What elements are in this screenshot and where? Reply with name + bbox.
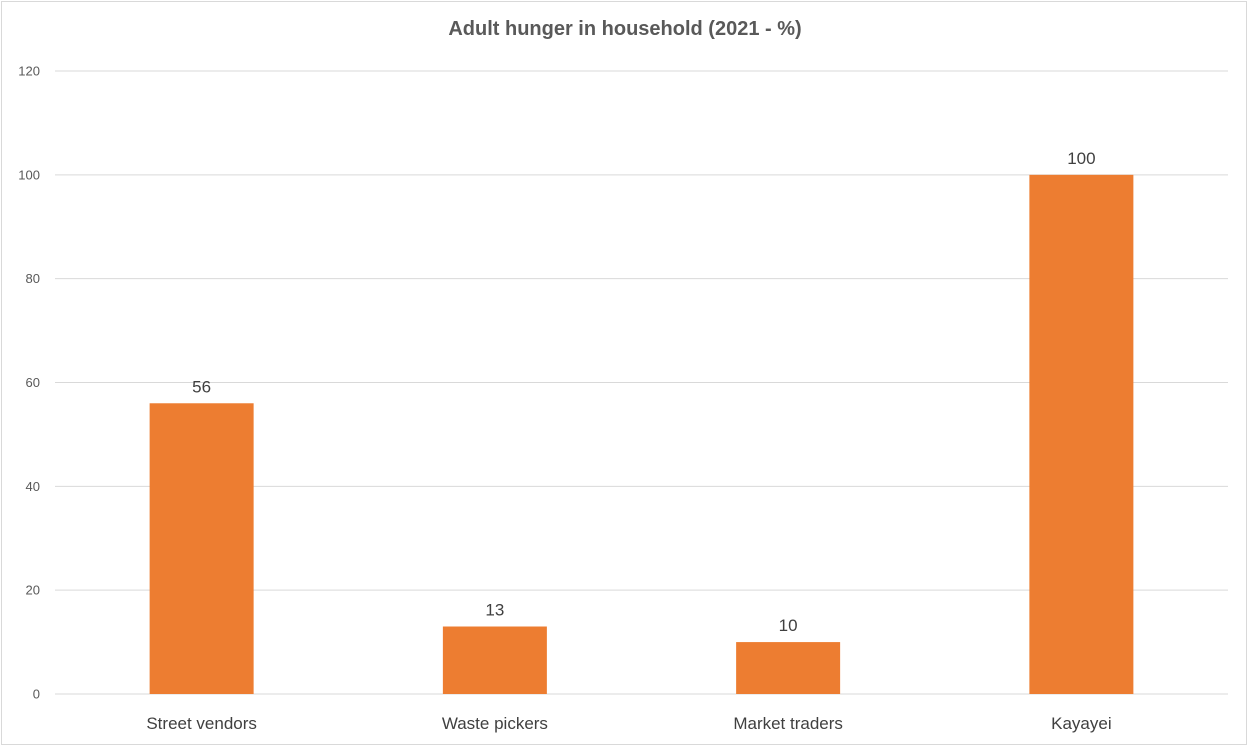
chart-title: Adult hunger in household (2021 - %) (448, 18, 802, 40)
y-tick-label: 120 (18, 64, 40, 79)
data-labels: 56 13 10 100 (192, 149, 1095, 635)
bar-street-vendors (149, 403, 254, 694)
y-tick-label: 40 (26, 479, 40, 494)
data-label: 13 (485, 601, 504, 620)
y-tick-label: 100 (18, 167, 40, 182)
x-category-label: Kayayei (1051, 714, 1111, 733)
data-label: 56 (192, 377, 211, 396)
data-label: 10 (779, 616, 798, 635)
y-tick-label: 20 (26, 583, 40, 598)
bar-waste-pickers (442, 626, 547, 694)
data-label: 100 (1067, 149, 1095, 168)
bars (149, 174, 1134, 695)
bar-kayayei (1029, 174, 1134, 695)
x-axis-categories: Street vendors Waste pickers Market trader… (146, 714, 1111, 733)
x-category-label: Market traders (733, 714, 843, 733)
y-axis-ticks: 0 20 40 60 80 100 120 (18, 64, 40, 702)
y-tick-label: 0 (33, 687, 40, 702)
y-tick-label: 80 (26, 271, 40, 286)
y-tick-label: 60 (26, 375, 40, 390)
bar-market-traders (736, 642, 841, 694)
x-category-label: Street vendors (146, 714, 257, 733)
x-category-label: Waste pickers (442, 714, 548, 733)
